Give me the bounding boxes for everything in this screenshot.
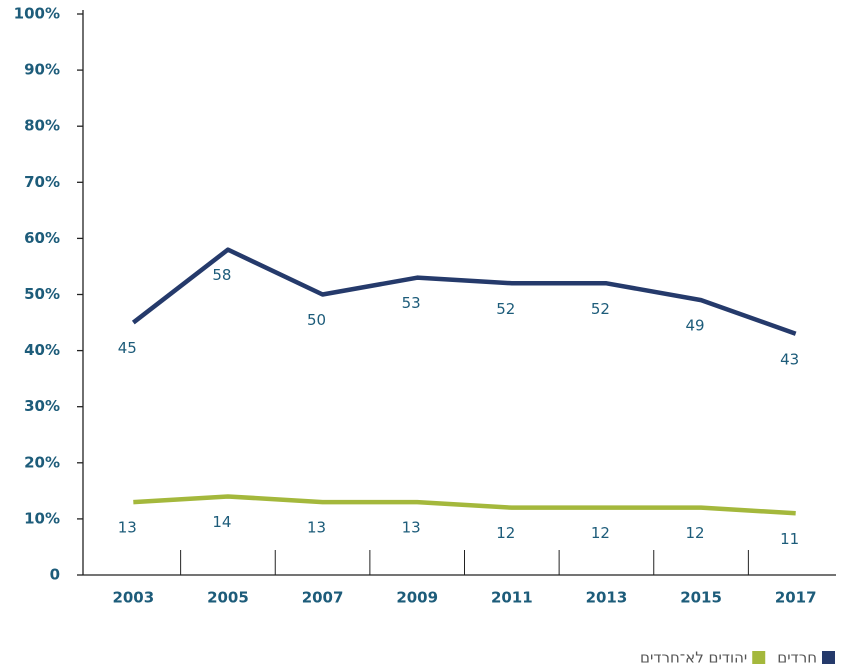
y-tick-label: 30% [24, 397, 60, 415]
series-line [131, 247, 797, 336]
value-label: 11 [780, 530, 799, 548]
y-tick-label: 0 [50, 566, 60, 584]
x-tick-label: 2011 [491, 589, 533, 607]
y-tick-label: 40% [24, 341, 60, 359]
x-tick-label: 2009 [396, 589, 438, 607]
x-tick-label: 2015 [680, 589, 722, 607]
y-tick-label: 20% [24, 453, 60, 471]
legend-swatch [752, 651, 766, 664]
y-tick-label: 90% [24, 61, 60, 79]
y-tick-label: 70% [24, 173, 60, 191]
value-label: 43 [780, 350, 799, 368]
value-label: 45 [118, 339, 137, 357]
y-tick-label: 100% [14, 5, 60, 23]
value-label: 12 [496, 524, 515, 542]
x-tick-label: 2017 [775, 589, 817, 607]
value-label: 12 [591, 524, 610, 542]
value-label: 53 [402, 294, 421, 312]
y-tick-label: 50% [24, 285, 60, 303]
y-tick-label: 10% [24, 509, 60, 527]
value-label: 52 [496, 300, 515, 318]
value-label: 49 [686, 317, 705, 335]
value-label: 58 [212, 266, 231, 284]
x-tick-label: 2007 [302, 589, 344, 607]
legend-label: יהודים לא־חרדים [640, 649, 747, 667]
value-label: 50 [307, 311, 326, 329]
y-tick-label: 60% [24, 229, 60, 247]
x-tick-label: 2013 [586, 589, 628, 607]
value-label: 14 [212, 513, 231, 531]
value-label: 12 [686, 524, 705, 542]
series-line [133, 494, 796, 516]
legend-swatch [822, 651, 835, 664]
x-tick-label: 2003 [112, 589, 154, 607]
value-label: 13 [402, 519, 421, 537]
value-label: 13 [118, 519, 137, 537]
value-label: 52 [591, 300, 610, 318]
y-tick-label: 80% [24, 117, 60, 135]
value-label: 13 [307, 519, 326, 537]
x-tick-label: 2005 [207, 589, 249, 607]
legend-label: חרדים [777, 649, 817, 667]
